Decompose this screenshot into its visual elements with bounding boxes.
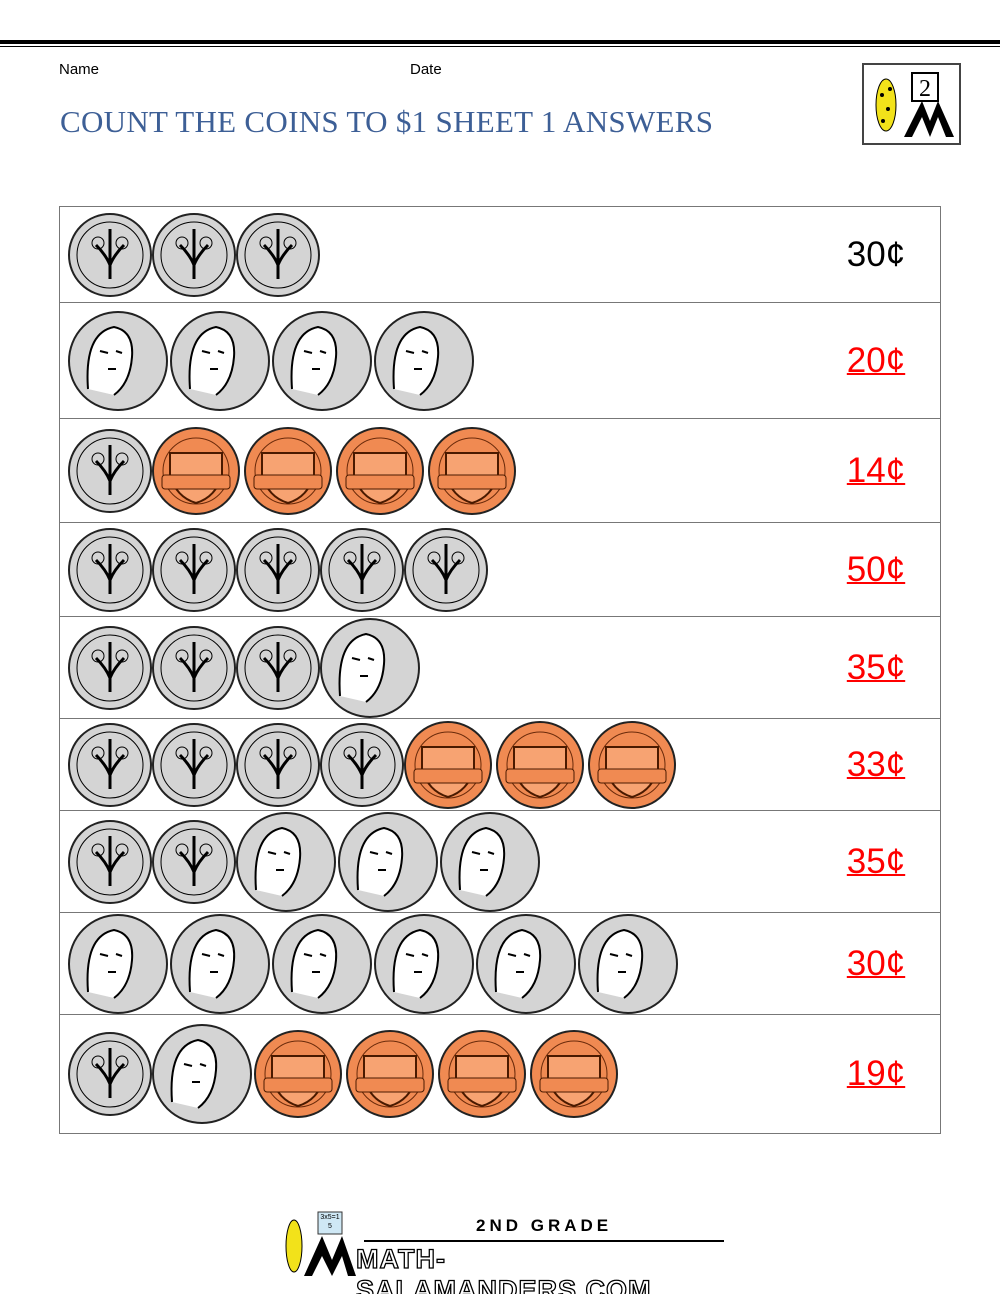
footer-site: MATH-SALAMANDERS.COM <box>355 1243 652 1294</box>
coin-group <box>68 207 320 302</box>
penny-coin <box>438 1030 526 1118</box>
penny-coin <box>588 720 676 809</box>
answer: 50¢ <box>846 549 906 589</box>
penny-coin <box>404 720 492 809</box>
dime-coin <box>68 428 152 513</box>
answer: 35¢ <box>846 647 906 687</box>
dime-coin <box>236 625 320 710</box>
answer: 30¢ <box>846 943 906 983</box>
logo-number: 2 <box>919 76 931 102</box>
coin-group <box>68 913 680 1014</box>
dime-coin <box>68 527 152 612</box>
dime-coin <box>152 527 236 612</box>
answer: 33¢ <box>846 744 906 784</box>
top-rule-thin <box>0 46 1000 47</box>
dime-coin <box>236 527 320 612</box>
name-label: Name <box>59 61 100 78</box>
dime-coin <box>320 722 404 807</box>
dime-coin <box>236 212 320 297</box>
answer: 20¢ <box>846 340 906 380</box>
dime-coin <box>152 625 236 710</box>
footer-grade: 2ND GRADE <box>476 1216 613 1235</box>
penny-coin <box>346 1030 434 1118</box>
dime-coin <box>404 527 488 612</box>
nickel-coin <box>152 1024 252 1124</box>
problem-row: 33¢ <box>60 718 940 810</box>
nickel-coin <box>578 913 678 1014</box>
dime-coin <box>320 527 404 612</box>
answer: 35¢ <box>846 841 906 881</box>
nickel-coin <box>272 310 372 411</box>
dime-coin <box>68 722 152 807</box>
nickel-coin <box>476 913 576 1014</box>
nickel-coin <box>320 617 420 718</box>
dime-coin <box>68 625 152 710</box>
nickel-coin <box>440 811 540 912</box>
nickel-coin <box>338 811 438 912</box>
problem-row: 30¢ <box>60 207 940 302</box>
nickel-coin <box>170 913 270 1014</box>
nickel-coin <box>374 913 474 1014</box>
footer-logo: 3x5=15 2ND GRADE MATH-SALAMANDERS.COM <box>276 1210 728 1294</box>
page-title: COUNT THE COINS TO $1 SHEET 1 ANSWERS <box>60 104 714 139</box>
example-answer: 30¢ <box>846 234 906 274</box>
coin-group <box>68 419 520 522</box>
coin-group <box>68 523 488 616</box>
dime-coin <box>68 1032 152 1116</box>
date-label: Date <box>410 61 442 78</box>
dime-coin <box>152 819 236 904</box>
penny-coin <box>336 426 424 515</box>
top-rule <box>0 40 1000 44</box>
dime-coin <box>68 819 152 904</box>
answer: 14¢ <box>846 450 906 490</box>
answer: 19¢ <box>846 1054 906 1093</box>
problem-row: 30¢ <box>60 912 940 1014</box>
penny-coin <box>244 426 332 515</box>
nickel-coin <box>68 310 168 411</box>
nickel-coin <box>236 811 336 912</box>
problem-row: 20¢ <box>60 302 940 418</box>
nickel-coin <box>68 913 168 1014</box>
nickel-coin <box>272 913 372 1014</box>
problem-row: 35¢ <box>60 810 940 912</box>
coin-group <box>68 303 476 418</box>
problem-row: 19¢ <box>60 1014 940 1133</box>
nickel-coin <box>374 310 474 411</box>
dime-coin <box>152 212 236 297</box>
problem-row: 14¢ <box>60 418 940 522</box>
coin-group <box>68 617 422 718</box>
coin-group <box>68 811 542 912</box>
penny-coin <box>254 1030 342 1118</box>
dime-coin <box>236 722 320 807</box>
nickel-coin <box>170 310 270 411</box>
salamander-logo: 2 <box>862 63 961 145</box>
problem-row: 35¢ <box>60 616 940 718</box>
problem-row: 50¢ <box>60 522 940 616</box>
penny-coin <box>428 426 516 515</box>
penny-coin <box>152 426 240 515</box>
coin-group <box>68 719 680 810</box>
footer-board-text: 3x5=15 <box>320 1214 340 1230</box>
footer-line <box>364 1240 724 1242</box>
dime-coin <box>68 212 152 297</box>
penny-coin <box>496 720 584 809</box>
coin-group <box>68 1015 622 1133</box>
dime-coin <box>152 722 236 807</box>
coin-table: 30¢ 20¢ 14¢ 50¢ <box>59 206 941 1134</box>
penny-coin <box>530 1030 618 1118</box>
